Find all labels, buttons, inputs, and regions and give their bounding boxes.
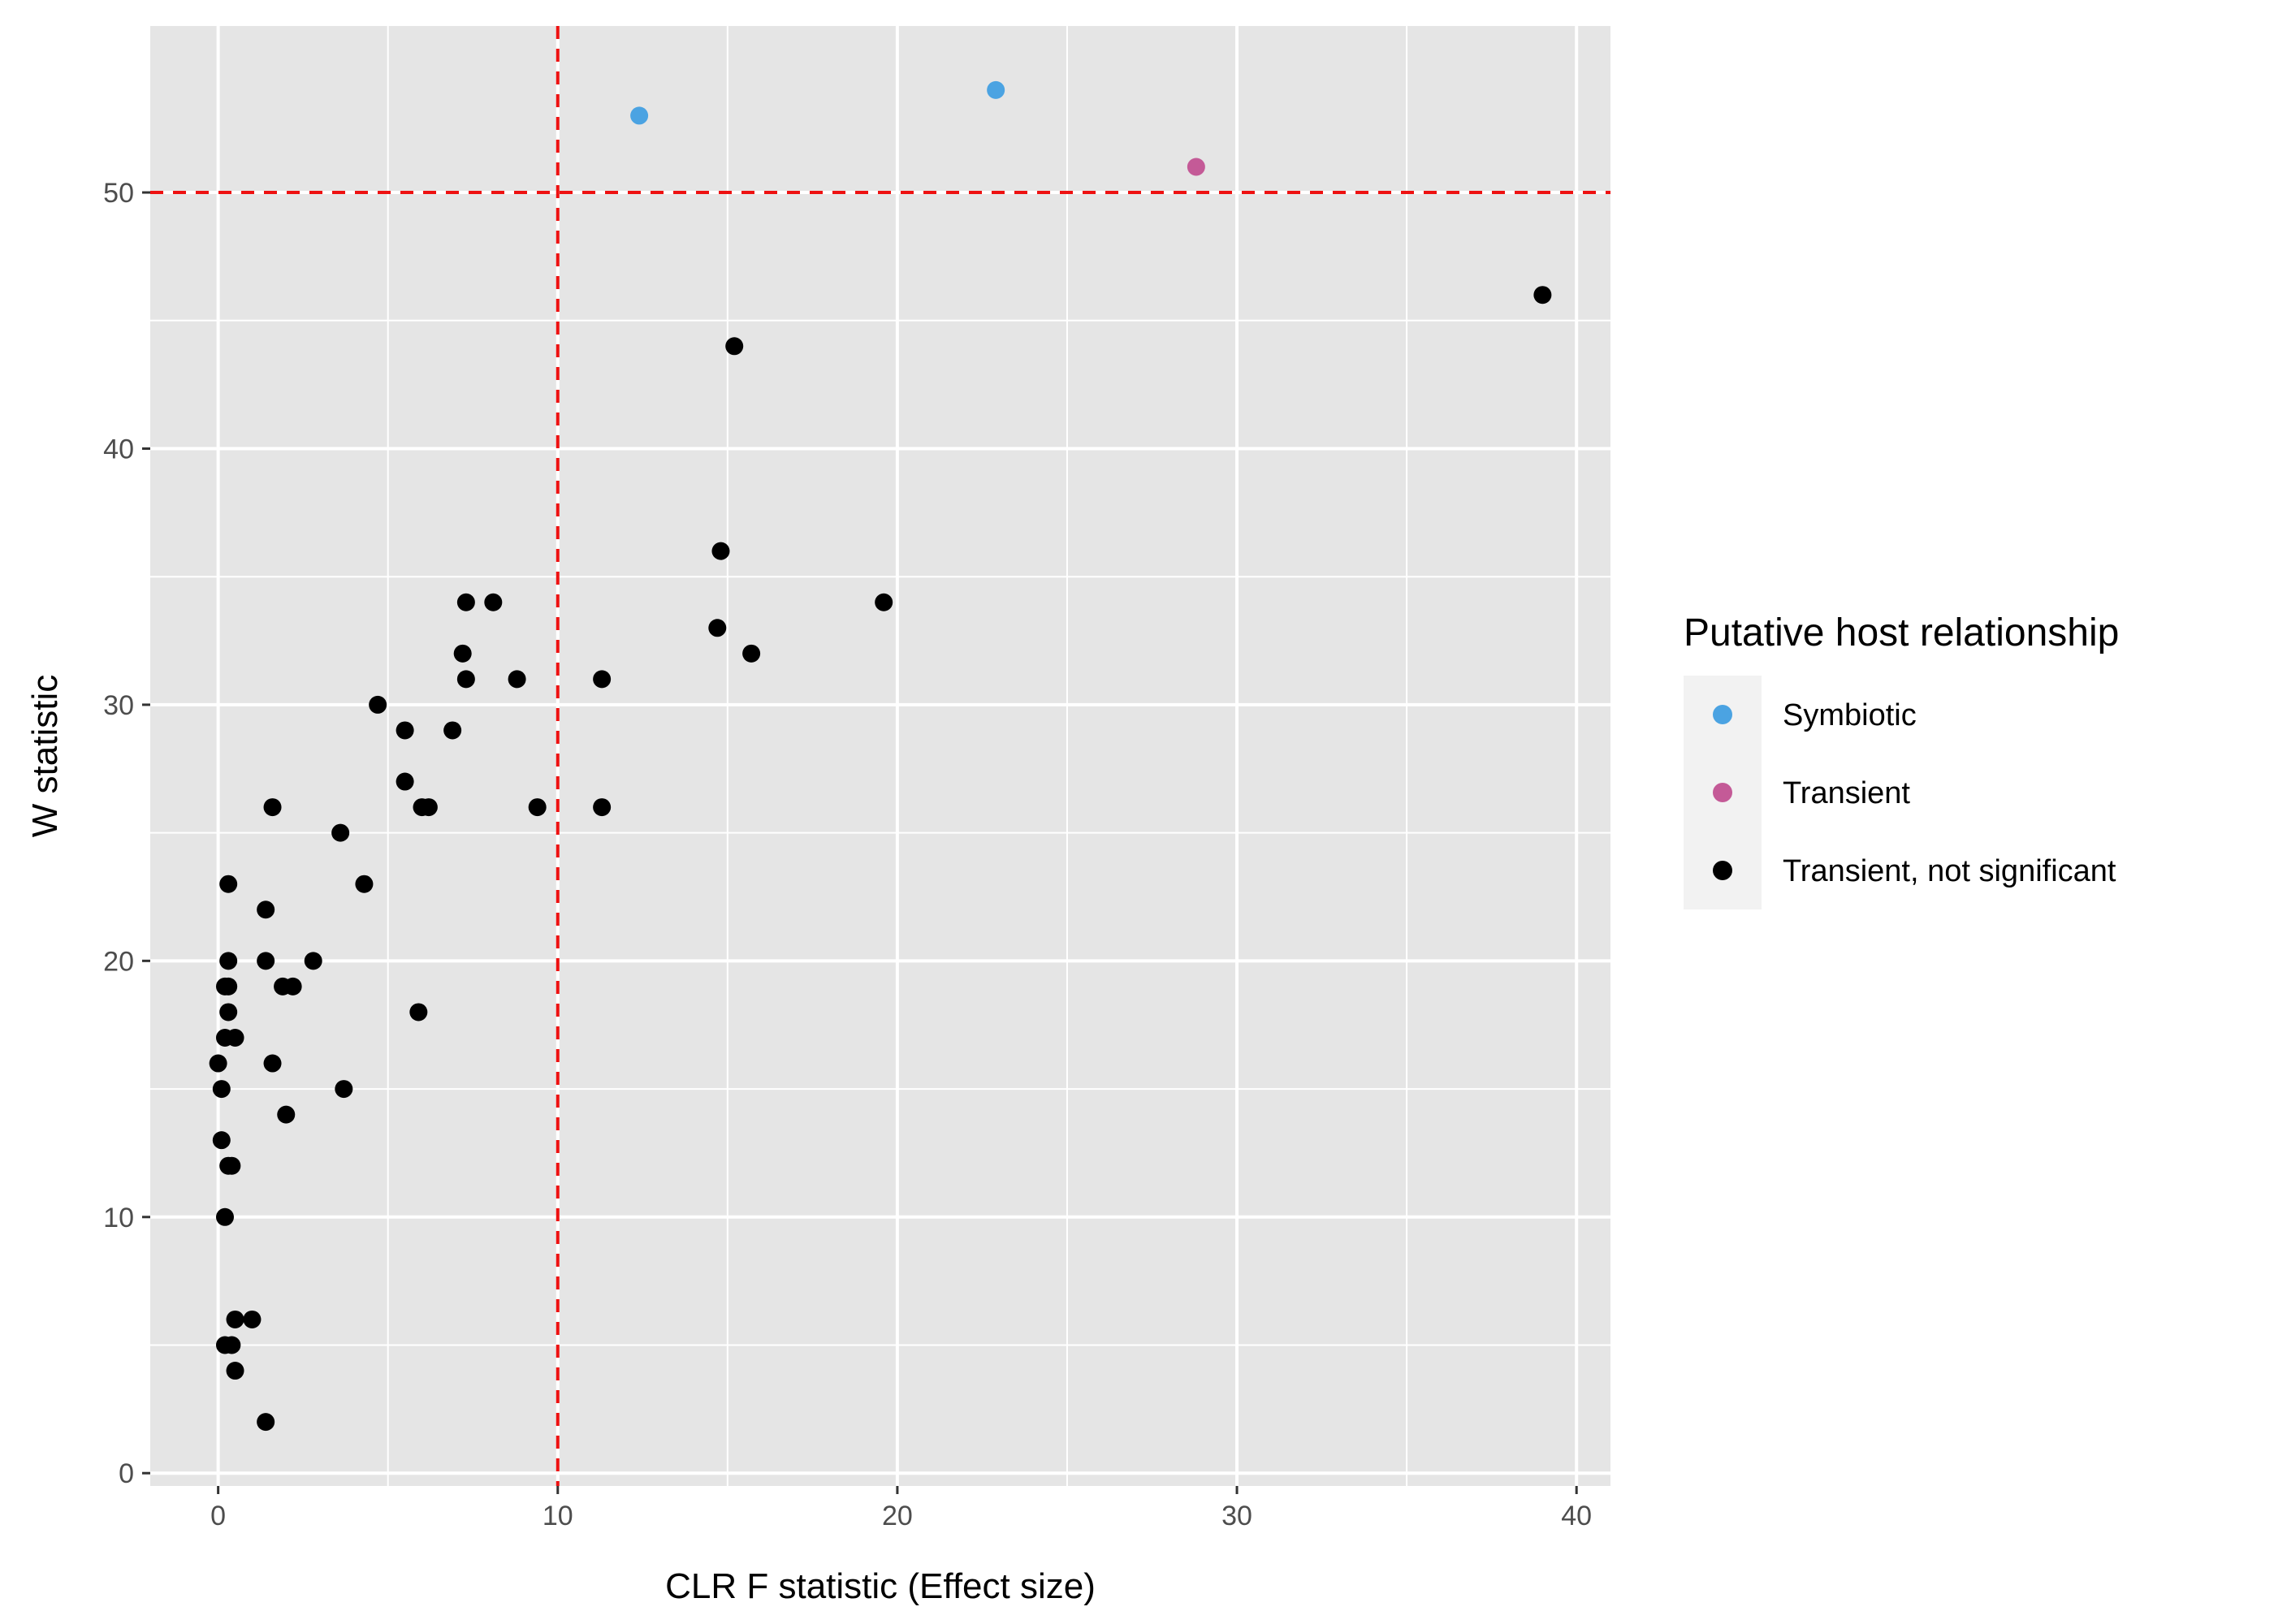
data-point: [331, 823, 350, 842]
data-point: [1533, 286, 1552, 304]
x-tick-label: 20: [882, 1501, 913, 1531]
data-point: [396, 721, 414, 740]
data-point: [257, 901, 275, 919]
y-tick-label: 40: [103, 434, 134, 464]
data-point: [226, 1310, 244, 1328]
data-point: [419, 798, 438, 817]
data-point: [335, 1080, 353, 1099]
data-point: [212, 1080, 231, 1099]
data-point: [209, 1054, 227, 1073]
plot-panel: [150, 26, 1610, 1486]
legend-title: Putative host relationship: [1684, 611, 2119, 654]
data-point: [243, 1310, 262, 1328]
data-point: [528, 798, 547, 817]
data-point: [355, 875, 374, 893]
legend: Putative host relationship Symbiotic Tran…: [1684, 611, 2119, 909]
legend-key: [1713, 705, 1732, 724]
data-point: [593, 670, 612, 689]
data-point: [226, 1028, 244, 1047]
data-point: [212, 1131, 231, 1150]
data-point: [223, 1336, 241, 1354]
data-point: [443, 721, 462, 740]
data-point: [875, 593, 893, 611]
legend-key: [1713, 861, 1732, 880]
data-point: [277, 1105, 296, 1124]
data-point: [396, 772, 414, 791]
legend-label: Transient, not significant: [1783, 854, 2116, 888]
data-point: [453, 644, 472, 663]
data-point: [593, 798, 612, 817]
data-point: [263, 1054, 282, 1073]
data-point: [508, 670, 526, 689]
x-tick-label: 0: [210, 1501, 226, 1531]
minor-gridlines: [150, 26, 1610, 1486]
data-point: [219, 1003, 238, 1021]
data-point: [1187, 158, 1205, 176]
data-point: [456, 670, 475, 689]
y-tick-label: 50: [103, 178, 134, 209]
data-point: [742, 644, 761, 663]
x-axis: 0 10 20 30 40: [210, 1486, 1592, 1531]
threshold-lines: [150, 26, 1610, 1486]
legend-label: Transient: [1783, 776, 1910, 810]
major-gridlines: [150, 26, 1610, 1486]
data-point: [725, 337, 744, 356]
y-axis: 0 10 20 30 40 50: [103, 178, 150, 1489]
data-point: [223, 1156, 241, 1175]
legend-label: Symbiotic: [1783, 698, 1917, 732]
data-point: [219, 977, 238, 996]
data-point: [257, 952, 275, 970]
x-tick-label: 40: [1561, 1501, 1592, 1531]
x-tick-label: 30: [1221, 1501, 1252, 1531]
data-point: [409, 1003, 428, 1021]
data-point: [263, 798, 282, 817]
data-point: [484, 593, 503, 611]
y-tick-label: 30: [103, 690, 134, 721]
data-point: [708, 619, 727, 637]
data-points: [209, 80, 1552, 1432]
x-tick-label: 10: [543, 1501, 573, 1531]
legend-key: [1713, 783, 1732, 802]
data-point: [630, 106, 649, 125]
data-point: [219, 875, 238, 893]
data-point: [304, 952, 322, 970]
data-point: [219, 952, 238, 970]
data-point: [226, 1362, 244, 1380]
y-tick-label: 0: [119, 1458, 134, 1489]
x-axis-title: CLR F statistic (Effect size): [665, 1566, 1096, 1606]
y-axis-title: W statistic: [25, 675, 65, 837]
y-tick-label: 10: [103, 1203, 134, 1233]
data-point: [215, 1207, 234, 1226]
data-point: [283, 977, 302, 996]
data-point: [987, 80, 1005, 99]
legend-entries: Symbiotic Transient Transient, not signifi…: [1713, 698, 2116, 888]
data-point: [711, 542, 730, 560]
data-point: [369, 695, 387, 714]
data-point: [456, 593, 475, 611]
y-tick-label: 20: [103, 946, 134, 977]
data-point: [257, 1413, 275, 1432]
